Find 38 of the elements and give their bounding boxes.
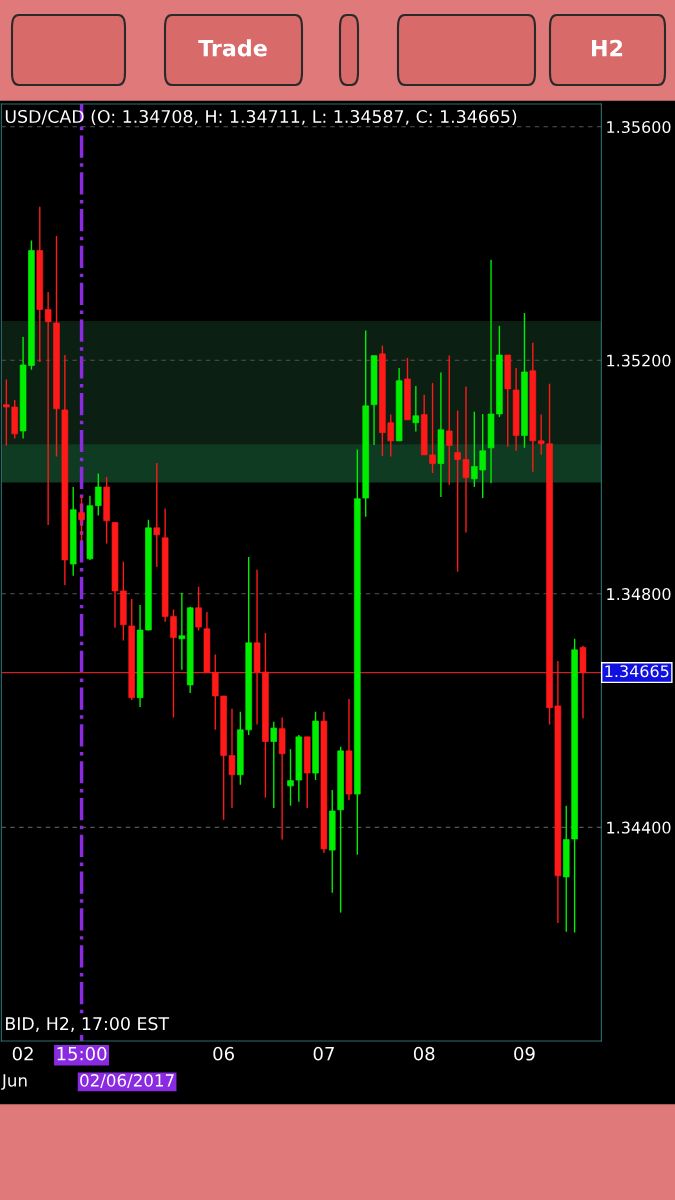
candlestick — [404, 357, 411, 421]
text: Jun — [1, 1074, 27, 1090]
candlestick — [195, 586, 202, 632]
candlestick — [78, 495, 85, 542]
candlestick — [312, 711, 319, 781]
candlestick — [521, 312, 528, 449]
candlestick — [303, 736, 311, 809]
candlestick — [328, 789, 336, 894]
candlestick — [370, 354, 378, 446]
candlestick — [270, 720, 278, 809]
candlestick — [69, 486, 77, 577]
candlestick — [53, 235, 60, 458]
x-tick-label: 09 — [514, 1046, 535, 1061]
y-tick-label: 1.35200 — [607, 354, 671, 367]
candlestick — [153, 462, 161, 568]
chart-title: USD/CAD (O: 1.34708, H: 1.34711, L: 1.34587, C: 1.34665) — [5, 109, 517, 126]
candlestick — [504, 354, 512, 448]
candlestick — [579, 645, 587, 719]
x-tick-label: 02 — [12, 1046, 33, 1061]
y-tick-label: 1.34400 — [607, 821, 671, 834]
x-tick-label: 07 — [313, 1046, 334, 1061]
y-tick-label: 1.35600 — [607, 120, 671, 134]
candlestick — [186, 605, 194, 694]
candlestick — [128, 598, 135, 701]
legend-label: 02/06/2017 — [80, 1074, 174, 1089]
y-tick-label: 1.34800 — [607, 588, 671, 601]
annotation: BID, H2, 17:00 EST — [6, 1017, 170, 1032]
candlestick — [103, 476, 110, 545]
ref-line-label: 1.34665 — [605, 665, 669, 678]
x-tick-label: 06 — [213, 1046, 234, 1061]
candlestick — [337, 746, 344, 914]
x-tick-label: 08 — [413, 1046, 435, 1061]
candlestick — [36, 206, 44, 363]
candlestick — [345, 698, 353, 801]
text: Trade — [198, 39, 267, 57]
x-tick-label: 15:00 — [57, 1046, 107, 1061]
text: H2 — [592, 39, 623, 57]
candlestick — [445, 354, 453, 486]
